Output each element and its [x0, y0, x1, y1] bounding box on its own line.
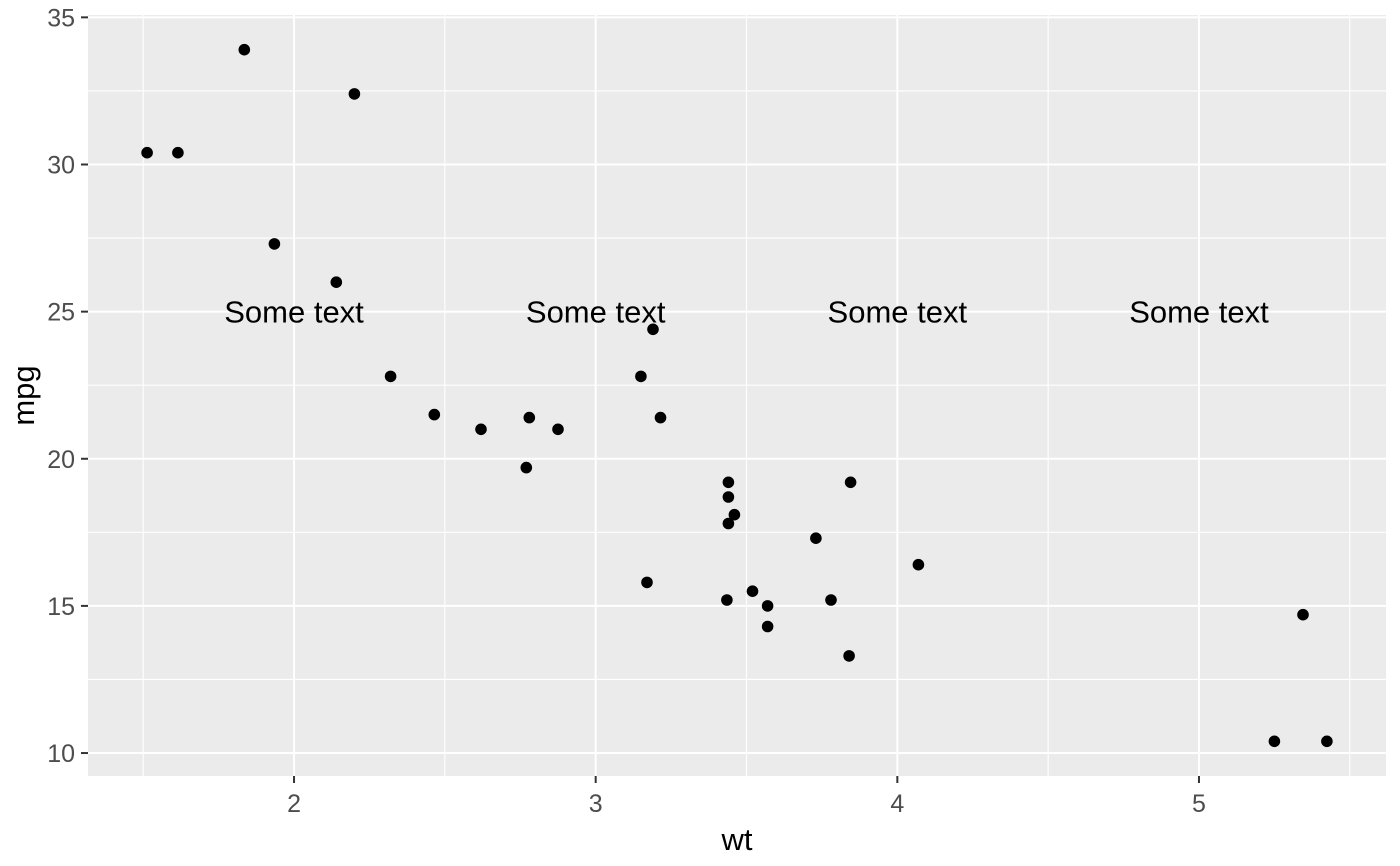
data-point	[428, 408, 441, 421]
data-point	[746, 585, 759, 597]
data-point	[1321, 735, 1333, 748]
y-tick-label: 20	[47, 446, 75, 474]
data-point	[330, 276, 343, 289]
data-point	[722, 476, 735, 489]
text-annotation: Some text	[828, 295, 968, 330]
data-point	[843, 650, 855, 662]
data-point	[520, 461, 533, 474]
text-annotation: Some text	[224, 295, 364, 330]
data-point	[641, 576, 653, 589]
data-point	[384, 370, 397, 383]
y-tick-label: 25	[47, 299, 75, 327]
data-point	[647, 323, 659, 336]
data-point	[268, 238, 281, 250]
data-point	[761, 620, 774, 633]
data-point	[141, 146, 153, 159]
data-point	[721, 594, 733, 606]
text-annotation: Some text	[526, 295, 666, 330]
data-point	[912, 558, 925, 571]
y-axis-title: mpg	[6, 365, 41, 425]
data-point	[1297, 608, 1309, 621]
data-point	[654, 411, 667, 424]
data-point	[722, 517, 735, 530]
panel-background	[88, 15, 1386, 776]
y-tick-label: 35	[47, 4, 75, 32]
data-point	[475, 423, 487, 436]
x-tick-label: 4	[890, 790, 904, 818]
data-point	[825, 594, 837, 606]
text-annotation: Some text	[1129, 295, 1269, 330]
x-axis-title: wt	[721, 822, 753, 857]
data-point	[810, 532, 822, 544]
data-point	[523, 411, 536, 424]
y-tick-label: 10	[47, 740, 75, 768]
data-point	[635, 370, 647, 383]
data-point	[172, 146, 184, 159]
x-tick-label: 5	[1192, 790, 1206, 818]
data-point	[761, 600, 774, 612]
data-point	[238, 43, 251, 56]
data-point	[844, 476, 857, 489]
data-point	[348, 88, 361, 100]
data-point	[722, 491, 735, 503]
x-tick-label: 3	[589, 790, 603, 818]
y-tick-label: 15	[47, 593, 75, 621]
data-point	[1268, 735, 1281, 748]
data-point	[552, 423, 564, 436]
data-point	[728, 508, 741, 521]
x-tick-label: 2	[287, 790, 301, 818]
y-tick-label: 30	[47, 151, 75, 179]
